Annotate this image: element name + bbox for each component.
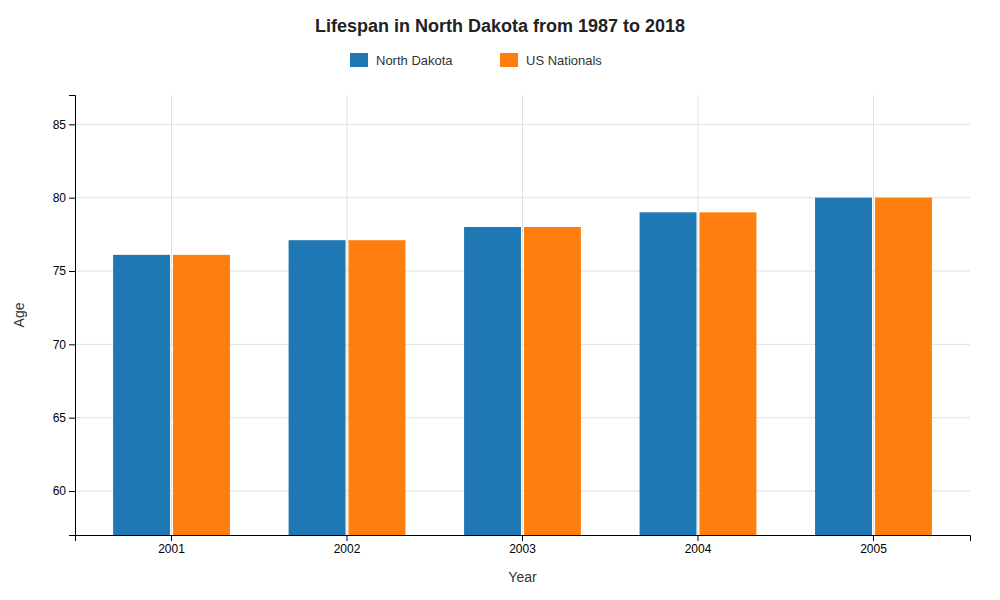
x-tick-mark bbox=[873, 535, 874, 541]
bar bbox=[173, 255, 230, 535]
x-grid-line bbox=[697, 95, 698, 535]
x-tick-mark bbox=[347, 535, 348, 541]
title: Lifespan in North Dakota from 1987 to 20… bbox=[315, 16, 685, 36]
y-tick-mark bbox=[69, 418, 75, 419]
x-tick: 2004 bbox=[685, 535, 712, 556]
x-axis: 2001 2002 2003 2004 2005 bbox=[76, 535, 971, 556]
y-tick: 85 bbox=[53, 118, 75, 132]
legend: North Dakota US Nationals bbox=[350, 53, 602, 68]
x-tick-label: 2004 bbox=[685, 542, 712, 556]
y-tick-mark bbox=[69, 198, 75, 199]
y-tick-label: 60 bbox=[53, 484, 67, 498]
y-tick-mark bbox=[69, 271, 75, 272]
legend-label: North Dakota bbox=[376, 53, 453, 68]
x-tick: 2001 bbox=[158, 535, 185, 556]
x-tick-label: 2003 bbox=[509, 542, 536, 556]
x-grid-line bbox=[171, 95, 172, 535]
y-tick: 60 bbox=[53, 484, 75, 498]
y-tick-label: 85 bbox=[53, 118, 67, 132]
legend-label: US Nationals bbox=[526, 53, 602, 68]
bars bbox=[113, 198, 932, 535]
bar bbox=[699, 212, 756, 535]
y-tick-label: 75 bbox=[53, 264, 67, 278]
bar bbox=[464, 227, 521, 535]
y-tick-mark bbox=[69, 491, 75, 492]
y-tick-label: 65 bbox=[53, 411, 67, 425]
x-tick-label: 2005 bbox=[860, 542, 887, 556]
x-grid-line bbox=[347, 95, 348, 535]
y-tick: 80 bbox=[53, 191, 75, 205]
bar-series bbox=[113, 198, 872, 535]
y-axis: 60 65 70 75 80 85 bbox=[53, 96, 76, 536]
x-tick-label: 2001 bbox=[158, 542, 185, 556]
y-axis-line bbox=[69, 96, 76, 536]
x-axis-line bbox=[76, 536, 971, 542]
x-tick-mark bbox=[697, 535, 698, 541]
bar bbox=[875, 198, 932, 535]
x-axis-title: Year bbox=[508, 569, 537, 585]
x-tick: 2002 bbox=[334, 535, 361, 556]
bar bbox=[289, 240, 346, 535]
x-tick-mark bbox=[522, 535, 523, 541]
x-grid-line bbox=[873, 95, 874, 535]
x-tick-mark bbox=[171, 535, 172, 541]
x-tick: 2005 bbox=[860, 535, 887, 556]
y-tick-label: 80 bbox=[53, 191, 67, 205]
y-tick: 75 bbox=[53, 264, 75, 278]
bar-series bbox=[173, 198, 932, 535]
chart: 60 65 70 75 80 85 2001 2002 2003 2004 2005 Year Age L… bbox=[0, 0, 1000, 600]
legend-swatch bbox=[350, 53, 368, 67]
y-tick-mark bbox=[69, 124, 75, 125]
y-axis-title: Age bbox=[11, 302, 27, 327]
y-tick-label: 70 bbox=[53, 338, 67, 352]
bar bbox=[524, 227, 581, 535]
bar bbox=[349, 240, 406, 535]
bar bbox=[113, 255, 170, 535]
x-tick-label: 2002 bbox=[334, 542, 361, 556]
y-tick: 70 bbox=[53, 338, 75, 352]
legend-swatch bbox=[500, 53, 518, 67]
legend-item: North Dakota bbox=[350, 53, 453, 68]
bar bbox=[815, 198, 872, 535]
plot-area: 60 65 70 75 80 85 2001 2002 2003 2004 2005 bbox=[53, 95, 971, 600]
y-tick-mark bbox=[69, 344, 75, 345]
legend-item: US Nationals bbox=[500, 53, 602, 68]
x-grid-line bbox=[522, 95, 523, 535]
y-tick: 65 bbox=[53, 411, 75, 425]
bar bbox=[640, 212, 697, 535]
x-tick: 2003 bbox=[509, 535, 536, 556]
